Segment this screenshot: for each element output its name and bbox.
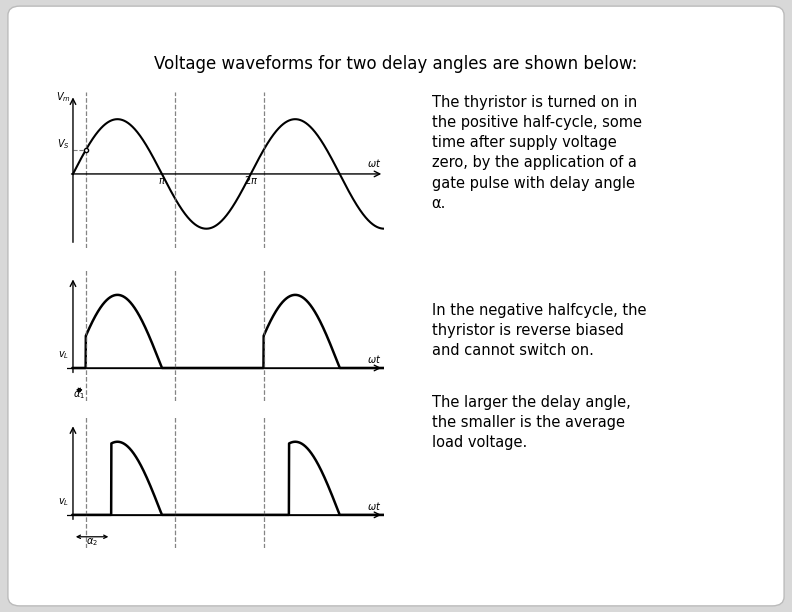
- Text: $\omega t$: $\omega t$: [367, 157, 381, 169]
- Text: The larger the delay angle,: The larger the delay angle,: [432, 395, 630, 410]
- Text: $2\pi$: $2\pi$: [244, 174, 258, 186]
- Text: $\alpha_1$: $\alpha_1$: [74, 389, 86, 401]
- Text: time after supply voltage: time after supply voltage: [432, 135, 616, 151]
- Text: $V_S$: $V_S$: [57, 137, 70, 151]
- Text: the smaller is the average: the smaller is the average: [432, 415, 625, 430]
- Text: In the negative halfcycle, the: In the negative halfcycle, the: [432, 303, 646, 318]
- Text: load voltage.: load voltage.: [432, 435, 527, 450]
- Text: $v_L$: $v_L$: [58, 349, 69, 361]
- Text: The thyristor is turned on in: The thyristor is turned on in: [432, 95, 637, 110]
- Text: $V_m$: $V_m$: [55, 90, 70, 104]
- Text: thyristor is reverse biased: thyristor is reverse biased: [432, 323, 623, 338]
- Text: $\pi$: $\pi$: [158, 176, 166, 186]
- FancyBboxPatch shape: [8, 6, 784, 606]
- Text: α.: α.: [432, 196, 446, 211]
- Text: the positive half-cycle, some: the positive half-cycle, some: [432, 115, 642, 130]
- Text: $\alpha_2$: $\alpha_2$: [86, 536, 98, 548]
- Text: $\omega t$: $\omega t$: [367, 500, 381, 512]
- Text: $v_L$: $v_L$: [58, 496, 69, 508]
- Text: gate pulse with delay angle: gate pulse with delay angle: [432, 176, 634, 191]
- Text: $\omega t$: $\omega t$: [367, 353, 381, 365]
- Text: Voltage waveforms for two delay angles are shown below:: Voltage waveforms for two delay angles a…: [154, 55, 638, 73]
- Text: zero, by the application of a: zero, by the application of a: [432, 155, 637, 171]
- Text: and cannot switch on.: and cannot switch on.: [432, 343, 593, 359]
